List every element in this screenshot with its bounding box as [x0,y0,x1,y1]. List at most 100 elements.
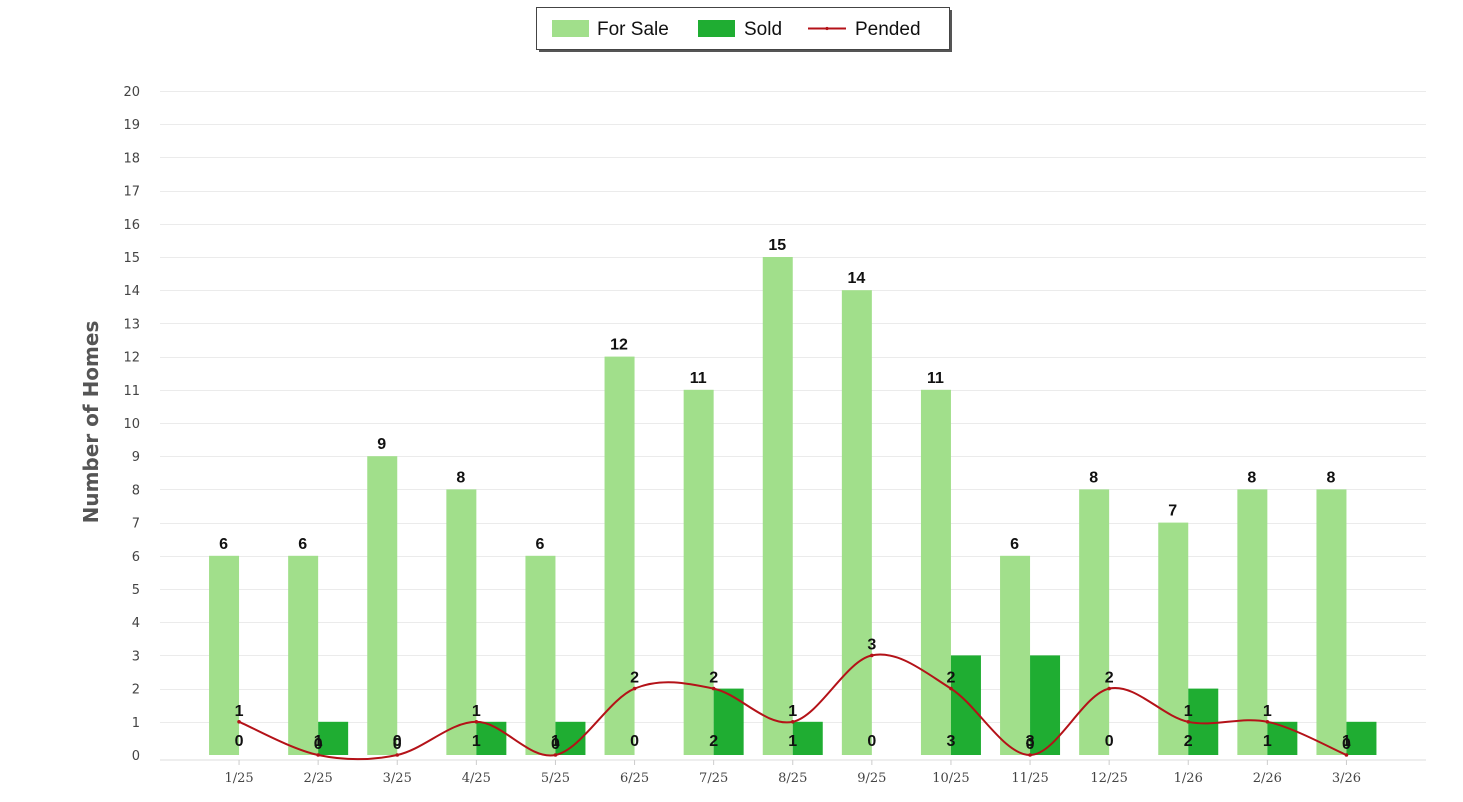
x-tick-label: 12/25 [1090,771,1127,786]
data-label-for-sale: 7 [1168,503,1177,520]
data-label-for-sale: 9 [377,436,386,453]
y-tick-label: 11 [123,384,140,399]
x-tick-label: 6/25 [620,771,649,786]
x-tick-label: 3/25 [383,771,412,786]
x-tick-label: 8/25 [778,771,807,786]
x-tick-label: 2/25 [304,771,333,786]
data-label-pended: 0 [393,736,402,753]
legend-label-pended[interactable]: Pended [855,19,921,40]
bar-for-sale [1237,489,1268,755]
data-label-pended: 1 [1263,703,1272,720]
y-tick-label: 2 [132,683,140,698]
pended-point [870,653,874,658]
bar-for-sale [841,290,872,755]
bar-for-sale [1316,489,1347,755]
bar-sold [1030,655,1061,755]
bar-for-sale [446,489,477,755]
x-tick-label: 3/26 [1332,771,1361,786]
data-label-sold: 0 [867,733,876,750]
data-label-for-sale: 8 [456,469,465,486]
legend-swatch-sold [698,20,735,37]
data-label-pended: 2 [709,670,718,687]
data-label-pended: 1 [472,703,481,720]
gridlines [160,91,1426,723]
pended-point [949,686,953,691]
pended-point [395,753,400,757]
x-tick-label: 1/26 [1174,771,1203,786]
data-label-pended: 2 [1105,670,1114,687]
y-axis-label: Number of Homes [79,321,103,524]
y-tick-label: 16 [123,218,140,233]
y-tick-label: 8 [132,483,140,498]
x-tick-label: 10/25 [932,771,969,786]
data-label-sold: 3 [946,733,955,750]
legend-swatch-for-sale [552,20,589,37]
pended-point [474,720,479,724]
data-label-sold: 1 [472,733,481,750]
y-tick-label: 19 [123,118,140,133]
data-label-pended: 0 [1026,736,1035,753]
data-label-pended: 1 [1184,703,1193,720]
data-label-for-sale: 14 [847,270,865,287]
y-tick-label: 0 [132,749,140,764]
y-tick-label: 6 [132,550,140,565]
data-label-for-sale: 8 [1326,469,1335,486]
x-tick-label: 4/25 [462,771,491,786]
y-tick-label: 9 [132,450,140,465]
legend-box [536,7,950,50]
legend-marker-pended [825,26,829,31]
x-tick-label: 9/25 [857,771,886,786]
legend[interactable]: For Sale Sold Pended [536,7,953,53]
data-label-for-sale: 8 [1247,469,1256,486]
data-label-for-sale: 6 [219,536,228,553]
y-tick-label: 12 [123,351,140,366]
x-tick-label: 1/25 [224,771,253,786]
data-label-pended: 0 [551,736,560,753]
pended-point [632,686,637,691]
data-label-sold: 0 [235,733,244,750]
pended-point [1107,686,1111,691]
x-axis-ticks: 1/25 2/25 3/25 4/25 5/25 6/25 7/25 8/25 9/25 10/2… [224,760,1361,786]
y-tick-label: 14 [123,284,140,299]
pended-point [790,720,795,724]
data-label-pended: 3 [867,636,876,653]
data-label-sold: 1 [314,733,323,750]
bar-for-sale [288,555,319,755]
pended-point [316,753,320,757]
data-label-for-sale: 11 [690,370,707,387]
data-label-sold: 0 [393,733,402,750]
bar-for-sale [367,456,398,755]
bar-sold [476,721,507,755]
data-label-pended: 0 [314,736,323,753]
bar-for-sale [683,389,714,755]
data-label-for-sale: 12 [610,337,628,354]
pended-point [1265,720,1270,724]
y-tick-label: 18 [123,151,140,166]
legend-label-sold[interactable]: Sold [744,19,782,40]
data-label-pended: 1 [788,703,797,720]
bars [209,257,1377,755]
pended-point [1028,753,1032,757]
y-tick-label: 20 [123,85,140,100]
data-label-sold: 2 [709,733,718,750]
bar-for-sale [920,389,951,755]
pended-point [237,720,241,724]
bar-sold [713,688,744,755]
data-label-sold: 1 [1263,733,1272,750]
pended-point [553,753,558,757]
data-label-sold: 1 [551,733,560,750]
legend-label-for-sale[interactable]: For Sale [597,19,669,40]
data-label-for-sale: 6 [535,536,544,553]
data-label-pended: 0 [1342,736,1351,753]
bar-sold [792,721,823,755]
data-label-pended: 1 [235,703,244,720]
bar-sold [950,655,981,755]
y-tick-label: 17 [123,185,140,200]
data-label-sold: 0 [630,733,639,750]
y-tick-label: 5 [132,583,140,598]
data-labels: 6106019008116011220112215111430112360382… [219,237,1351,753]
data-label-for-sale: 15 [768,237,786,254]
bar-for-sale [1079,489,1110,755]
x-tick-label: 2/26 [1253,771,1282,786]
